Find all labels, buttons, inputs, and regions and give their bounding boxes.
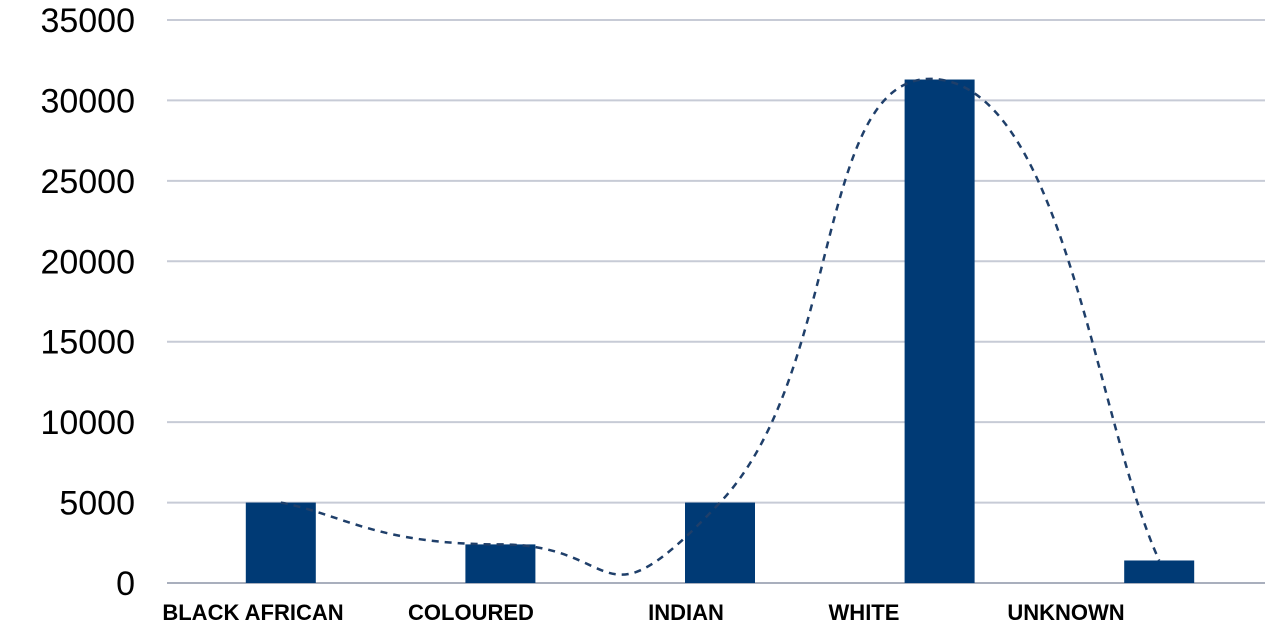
bar — [1124, 560, 1195, 583]
y-tick-label: 5000 — [59, 485, 135, 523]
gridlines — [167, 19, 1265, 584]
x-tick-label: BLACK AFRICAN — [162, 600, 343, 625]
y-tick-label: 35000 — [40, 2, 135, 40]
bar — [904, 79, 975, 583]
x-tick-label: COLOURED — [408, 600, 534, 625]
y-axis-ticks: 0 5000 10000 15000 20000 25000 30000 35000 — [40, 2, 135, 603]
x-tick-label: UNKNOWN — [1007, 600, 1124, 625]
y-tick-label: 0 — [116, 565, 135, 603]
y-tick-label: 20000 — [40, 243, 135, 281]
y-tick-label: 25000 — [40, 163, 135, 201]
bars — [245, 79, 1195, 583]
bar — [245, 502, 316, 583]
x-axis-ticks: BLACK AFRICAN COLOURED INDIAN WHITE UNKNOWN — [162, 600, 1124, 625]
x-tick-label: WHITE — [829, 600, 900, 625]
y-tick-label: 30000 — [40, 82, 135, 120]
x-tick-label: INDIAN — [648, 600, 724, 625]
y-tick-label: 15000 — [40, 324, 135, 362]
y-tick-label: 10000 — [40, 404, 135, 442]
trend-line — [280, 77, 1161, 576]
bar — [465, 544, 536, 583]
bar — [685, 502, 755, 583]
